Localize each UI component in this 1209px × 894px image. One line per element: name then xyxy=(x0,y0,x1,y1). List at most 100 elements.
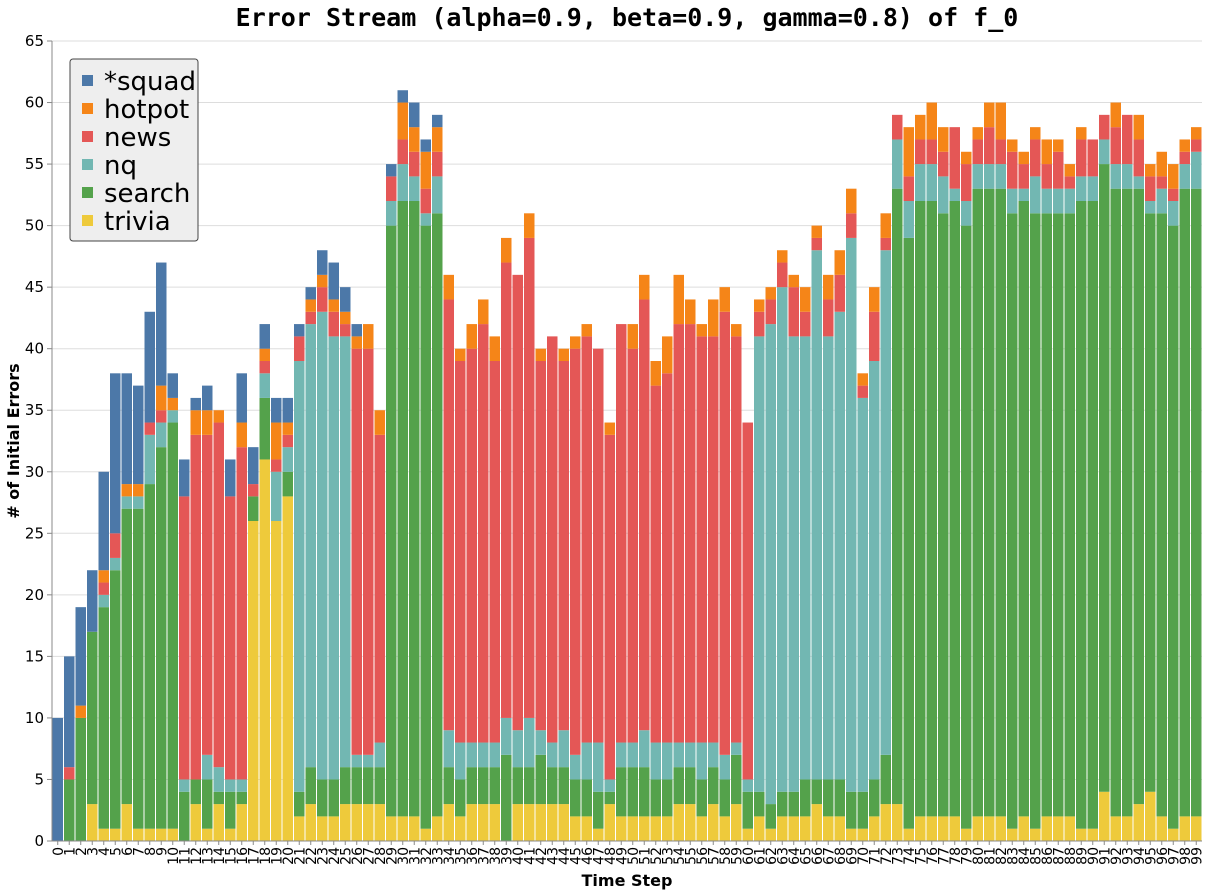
x-tick-label: 94 xyxy=(1132,847,1148,865)
bar-segment-nq-26 xyxy=(351,754,362,768)
bar-segment-nq-93 xyxy=(1122,164,1133,189)
legend-box xyxy=(69,58,199,242)
bar-segment-trivia-90 xyxy=(1087,828,1098,841)
bar-segment-trivia-19 xyxy=(271,521,282,841)
bar-segment-nq-88 xyxy=(1064,188,1075,214)
bar-segment-trivia-72 xyxy=(880,804,891,841)
bar-segment-hotpot-55 xyxy=(685,299,696,325)
bar-segment-nq-57 xyxy=(708,742,719,768)
bar-segment-search-93 xyxy=(1122,188,1133,817)
x-tick-label: 58 xyxy=(718,847,734,865)
bar-segment-news-70 xyxy=(857,385,868,398)
bar-segment-nq-9 xyxy=(156,422,167,448)
bar-segment-nq-67 xyxy=(823,336,834,780)
bar-segment-hotpot-83 xyxy=(1007,139,1018,152)
bar-segment-search-89 xyxy=(1076,201,1087,829)
bar-segment-trivia-62 xyxy=(765,828,776,841)
bar-segment-hotpot-24 xyxy=(328,299,339,312)
bar-segment-trivia-49 xyxy=(616,816,627,841)
bar-segment-hotpot-88 xyxy=(1064,164,1075,177)
bar-segment-squad-29 xyxy=(386,164,397,177)
bar-segment-nq-60 xyxy=(742,779,753,792)
bar-segment-news-58 xyxy=(719,311,730,755)
bar-segment-hotpot-22 xyxy=(305,299,316,312)
bar-segment-trivia-15 xyxy=(225,828,236,841)
x-tick-label: 91 xyxy=(1097,847,1113,865)
bar-segment-trivia-79 xyxy=(961,828,972,841)
y-tick-label: 55 xyxy=(25,155,44,173)
bar-segment-search-24 xyxy=(328,779,339,817)
bar-segment-squad-19 xyxy=(271,397,282,423)
bar-segment-news-76 xyxy=(926,139,937,165)
bar-segment-hotpot-2 xyxy=(75,705,86,718)
bar-segment-hotpot-28 xyxy=(374,410,385,435)
bar-segment-news-21 xyxy=(294,336,305,361)
x-tick-label: 62 xyxy=(764,847,780,865)
bar-segment-trivia-47 xyxy=(593,828,604,841)
bar-segment-trivia-16 xyxy=(236,804,247,841)
bar-segment-hotpot-62 xyxy=(765,287,776,300)
bar-segment-trivia-65 xyxy=(800,816,811,841)
bar-segment-hotpot-85 xyxy=(1030,127,1041,140)
bar-segment-news-92 xyxy=(1110,127,1121,165)
bar-segment-trivia-44 xyxy=(558,804,569,841)
bar-segment-trivia-7 xyxy=(133,828,144,841)
bar-segment-trivia-9 xyxy=(156,828,167,841)
x-tick-label: 9 xyxy=(154,847,170,856)
x-tick-label: 49 xyxy=(614,847,630,865)
bar-segment-news-51 xyxy=(639,299,650,731)
bar-segment-search-59 xyxy=(731,754,742,805)
bar-segment-news-39 xyxy=(501,262,512,718)
bar-segment-search-15 xyxy=(225,791,236,829)
bar-segment-trivia-63 xyxy=(777,816,788,841)
bar-segment-hotpot-76 xyxy=(926,102,937,140)
x-tick-label: 71 xyxy=(867,847,883,865)
bar-segment-trivia-95 xyxy=(1145,791,1156,841)
bar-segment-search-73 xyxy=(892,188,903,805)
bar-segment-trivia-14 xyxy=(213,804,224,841)
bar-segment-search-7 xyxy=(133,508,144,829)
legend-label-nq: nq xyxy=(104,151,137,181)
bar-segment-hotpot-27 xyxy=(363,324,374,349)
bar-segment-search-79 xyxy=(961,225,972,829)
bar-segment-news-99 xyxy=(1191,139,1202,152)
x-tick-label: 11 xyxy=(177,847,193,865)
bar-segment-nq-82 xyxy=(995,164,1006,189)
bar-segment-squad-15 xyxy=(225,459,236,497)
bar-segment-hotpot-4 xyxy=(98,570,109,583)
bar-segment-news-50 xyxy=(627,348,638,743)
x-tick-label: 82 xyxy=(994,847,1010,865)
bar-segment-squad-18 xyxy=(259,324,270,349)
bar-segment-nq-21 xyxy=(294,361,305,792)
bar-segment-search-83 xyxy=(1007,213,1018,829)
bar-segment-search-92 xyxy=(1110,188,1121,817)
bar-segment-search-38 xyxy=(489,767,500,805)
legend-label-news: news xyxy=(104,123,171,153)
x-tick-label: 13 xyxy=(200,847,216,865)
bar-segment-news-84 xyxy=(1018,164,1029,189)
bar-segment-hotpot-98 xyxy=(1179,139,1190,152)
bar-segment-search-62 xyxy=(765,804,776,829)
bar-segment-news-83 xyxy=(1007,151,1018,189)
x-tick-label: 95 xyxy=(1143,847,1159,865)
bar-segment-search-46 xyxy=(581,779,592,817)
bar-segment-search-47 xyxy=(593,791,604,829)
bar-segment-news-64 xyxy=(788,287,799,337)
bar-segment-hotpot-50 xyxy=(627,324,638,349)
bar-segment-news-32 xyxy=(420,188,431,214)
bar-segment-trivia-86 xyxy=(1041,816,1052,841)
bar-segment-hotpot-6 xyxy=(121,484,132,497)
bar-segment-search-49 xyxy=(616,767,627,817)
bar-segment-search-17 xyxy=(248,496,259,521)
x-tick-label: 61 xyxy=(752,847,768,865)
bar-segment-news-77 xyxy=(938,151,949,177)
x-tick-label: 92 xyxy=(1109,847,1125,865)
grid-layer xyxy=(52,40,1202,842)
bar-segment-squad-9 xyxy=(156,262,167,386)
bar-segment-news-53 xyxy=(662,373,673,743)
bar-segment-search-14 xyxy=(213,791,224,805)
bar-segment-nq-7 xyxy=(133,496,144,509)
x-tick-label: 67 xyxy=(821,847,837,865)
x-tick-label: 59 xyxy=(729,847,745,865)
bar-segment-search-23 xyxy=(317,779,328,817)
